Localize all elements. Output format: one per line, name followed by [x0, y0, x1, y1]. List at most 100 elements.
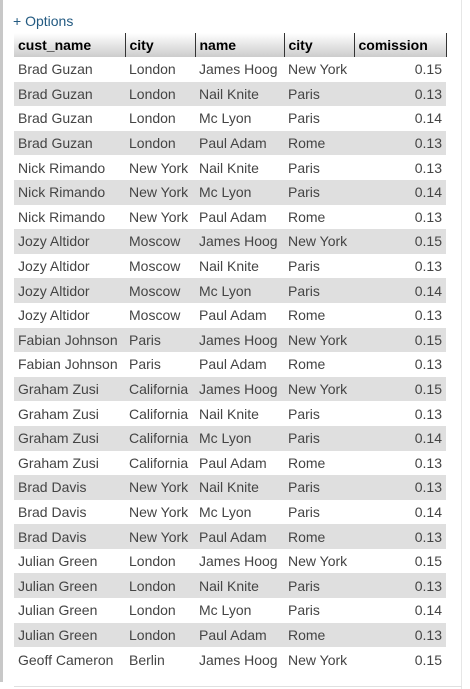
cell-salesman-city: Rome	[284, 622, 354, 648]
cell-cust-name: Geoff Cameron	[14, 647, 125, 672]
cell-city: Moscow	[125, 302, 195, 328]
cell-salesman-city: New York	[284, 57, 354, 82]
cell-comission: 0.13	[354, 524, 446, 549]
cell-name: Paul Adam	[195, 204, 284, 230]
right-border	[461, 0, 462, 689]
cell-cust-name: Nick Rimando	[14, 204, 125, 230]
cell-salesman-city: Rome	[284, 450, 354, 476]
cell-name: James Hoog	[195, 647, 284, 672]
cell-cust-name: Graham Zusi	[14, 425, 125, 451]
cell-salesman-city: New York	[284, 229, 354, 254]
table-row[interactable]: Nick Rimando New York Mc Lyon Paris 0.14	[14, 179, 446, 205]
column-header-salesman-city[interactable]: city	[284, 33, 355, 57]
cell-comission: 0.13	[354, 302, 446, 328]
cell-cust-name: Graham Zusi	[14, 376, 125, 402]
table-row[interactable]: Julian Green London Mc Lyon Paris 0.14	[14, 598, 446, 623]
cell-salesman-city: Paris	[284, 106, 354, 131]
table-row[interactable]: Jozy Altidor Moscow Nail Knite Paris 0.13	[14, 253, 446, 279]
cell-name: Paul Adam	[195, 352, 284, 377]
cell-cust-name: Fabian Johnson	[14, 327, 125, 353]
cell-name: Mc Lyon	[195, 179, 284, 205]
cell-cust-name: Julian Green	[14, 622, 125, 648]
cell-salesman-city: Paris	[284, 401, 354, 426]
cell-city: New York	[125, 155, 195, 180]
cell-name: Paul Adam	[195, 302, 284, 328]
cell-comission: 0.13	[354, 622, 446, 648]
cell-name: Nail Knite	[195, 253, 284, 279]
cell-cust-name: Brad Davis	[14, 475, 125, 500]
column-header-name[interactable]: name	[195, 33, 285, 57]
cell-comission: 0.13	[354, 81, 446, 107]
cell-salesman-city: Rome	[284, 352, 354, 377]
cell-salesman-city: Paris	[284, 155, 354, 180]
table-row[interactable]: Graham Zusi California Paul Adam Rome 0.13	[14, 450, 446, 476]
table-row[interactable]: Brad Guzan London Paul Adam Rome 0.13	[14, 130, 446, 156]
cell-salesman-city: New York	[284, 327, 354, 353]
table-row[interactable]: Nick Rimando New York Paul Adam Rome 0.13	[14, 204, 446, 230]
cell-cust-name: Julian Green	[14, 573, 125, 599]
cell-comission: 0.14	[354, 106, 446, 131]
cell-comission: 0.13	[354, 401, 446, 426]
cell-salesman-city: Rome	[284, 524, 354, 549]
cell-comission: 0.13	[354, 155, 446, 180]
cell-comission: 0.15	[354, 376, 446, 402]
cell-city: New York	[125, 499, 195, 525]
table-row[interactable]: Jozy Altidor Moscow Mc Lyon Paris 0.14	[14, 278, 446, 303]
table-body: Brad Guzan London James Hoog New York 0.15 Br…	[14, 57, 446, 672]
left-border	[0, 0, 3, 682]
cell-cust-name: Nick Rimando	[14, 155, 125, 180]
table-row[interactable]: Julian Green London Paul Adam Rome 0.13	[14, 622, 446, 648]
cell-cust-name: Jozy Altidor	[14, 278, 125, 303]
table-row[interactable]: Brad Guzan London Nail Knite Paris 0.13	[14, 81, 446, 107]
cell-cust-name: Brad Guzan	[14, 130, 125, 156]
column-header-comission[interactable]: comission	[354, 33, 447, 57]
table-row[interactable]: Nick Rimando New York Nail Knite Paris 0.13	[14, 155, 446, 180]
table-row[interactable]: Graham Zusi California James Hoog New York 0…	[14, 376, 446, 402]
table-row[interactable]: Brad Davis New York Mc Lyon Paris 0.14	[14, 499, 446, 525]
cell-comission: 0.13	[354, 450, 446, 476]
table-row[interactable]: Brad Davis New York Nail Knite Paris 0.13	[14, 475, 446, 500]
cell-comission: 0.15	[354, 548, 446, 574]
table-row[interactable]: Julian Green London Nail Knite Paris 0.13	[14, 573, 446, 599]
cell-cust-name: Brad Guzan	[14, 57, 125, 82]
cell-comission: 0.13	[354, 475, 446, 500]
table-row[interactable]: Fabian Johnson Paris Paul Adam Rome 0.13	[14, 352, 446, 377]
cell-comission: 0.13	[354, 253, 446, 279]
table-row[interactable]: Brad Guzan London Mc Lyon Paris 0.14	[14, 106, 446, 131]
cell-name: Paul Adam	[195, 622, 284, 648]
cell-city: London	[125, 57, 195, 82]
cell-name: Nail Knite	[195, 401, 284, 426]
cell-cust-name: Graham Zusi	[14, 450, 125, 476]
cell-name: Mc Lyon	[195, 278, 284, 303]
cell-comission: 0.14	[354, 179, 446, 205]
cell-salesman-city: New York	[284, 647, 354, 672]
cell-city: California	[125, 401, 195, 426]
column-header-cust-name[interactable]: cust_name	[14, 33, 126, 57]
cell-salesman-city: Rome	[284, 130, 354, 156]
cell-city: California	[125, 376, 195, 402]
table-row[interactable]: Brad Guzan London James Hoog New York 0.15	[14, 57, 446, 82]
table-row[interactable]: Graham Zusi California Nail Knite Paris 0.13	[14, 401, 446, 426]
cell-cust-name: Brad Guzan	[14, 106, 125, 131]
cell-cust-name: Brad Davis	[14, 499, 125, 525]
table-row[interactable]: Jozy Altidor Moscow Paul Adam Rome 0.13	[14, 302, 446, 328]
cell-cust-name: Julian Green	[14, 598, 125, 623]
cell-city: New York	[125, 179, 195, 205]
table-row[interactable]: Jozy Altidor Moscow James Hoog New York 0.15	[14, 229, 446, 254]
table-row[interactable]: Geoff Cameron Berlin James Hoog New York 0.1…	[14, 647, 446, 672]
column-header-city[interactable]: city	[125, 33, 196, 57]
table-row[interactable]: Julian Green London James Hoog New York 0.15	[14, 548, 446, 574]
options-link[interactable]: + Options	[13, 13, 74, 29]
table-row[interactable]: Brad Davis New York Paul Adam Rome 0.13	[14, 524, 446, 549]
cell-salesman-city: Paris	[284, 425, 354, 451]
cell-salesman-city: Rome	[284, 302, 354, 328]
cell-city: London	[125, 130, 195, 156]
cell-comission: 0.13	[354, 352, 446, 377]
cell-name: Mc Lyon	[195, 598, 284, 623]
table-row[interactable]: Graham Zusi California Mc Lyon Paris 0.14	[14, 425, 446, 451]
table-row[interactable]: Fabian Johnson Paris James Hoog New York 0.1…	[14, 327, 446, 353]
cell-city: London	[125, 548, 195, 574]
cell-city: London	[125, 622, 195, 648]
cell-city: Berlin	[125, 647, 195, 672]
